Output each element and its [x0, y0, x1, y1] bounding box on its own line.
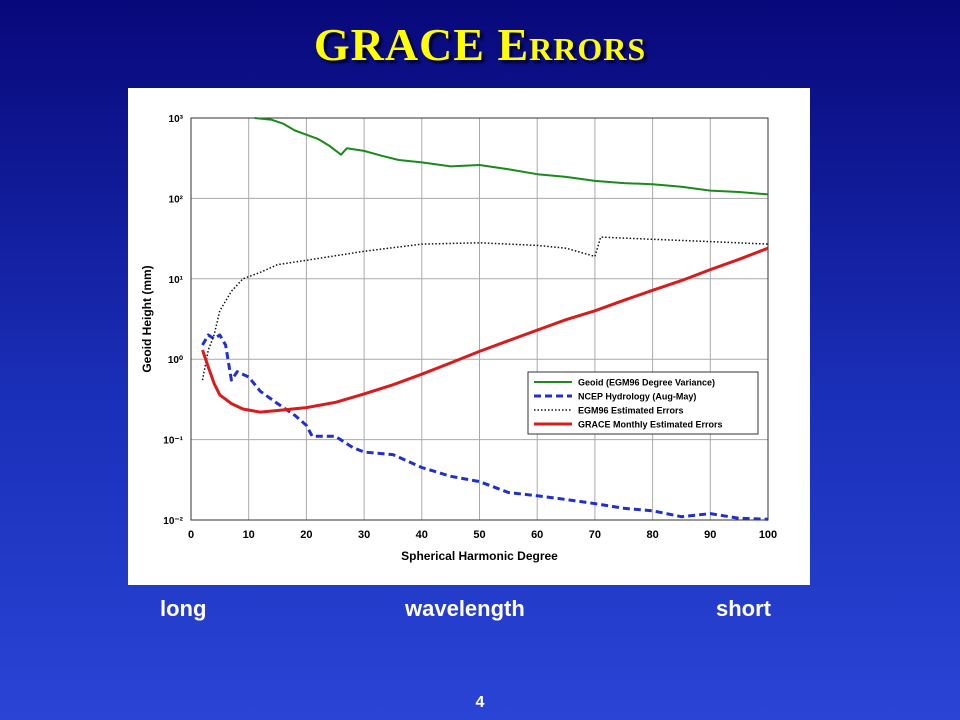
series-line — [201, 246, 769, 414]
x-tick-label: 10 — [243, 529, 255, 541]
y-axis-label: Geoid Height (mm) — [140, 265, 154, 372]
series-line — [254, 117, 769, 196]
y-tick-label: 10⁻² — [163, 516, 183, 527]
x-tick-label: 60 — [531, 529, 543, 541]
plot-frame — [190, 117, 769, 521]
x-tick-label: 50 — [473, 529, 485, 541]
x-tick-label: 20 — [300, 529, 312, 541]
x-tick-label: 100 — [759, 529, 777, 541]
x-tick-label: 0 — [188, 529, 194, 541]
legend-label: NCEP Hydrology (Aug-May) — [578, 392, 696, 402]
annotation: long — [160, 596, 207, 621]
x-axis-label: Spherical Harmonic Degree — [401, 549, 558, 563]
y-tick-label: 10² — [169, 194, 184, 205]
x-tick-label: 90 — [704, 529, 716, 541]
y-tick-label: 10¹ — [169, 275, 184, 286]
x-tick-label: 80 — [646, 529, 658, 541]
x-tick-label: 40 — [416, 529, 428, 541]
y-tick-label: 10⁻¹ — [163, 436, 183, 447]
y-tick-label: 10⁰ — [168, 355, 183, 366]
legend-label: Geoid (EGM96 Degree Variance) — [578, 378, 715, 388]
slide-title: GRACE Errors — [313, 19, 647, 70]
legend-label: EGM96 Estimated Errors — [578, 406, 684, 416]
legend-label: GRACE Monthly Estimated Errors — [578, 420, 723, 430]
x-tick-label: 70 — [589, 529, 601, 541]
series-line — [201, 333, 769, 521]
x-tick-label: 30 — [358, 529, 370, 541]
y-tick-label: 10³ — [169, 114, 184, 125]
slide-number: 4 — [475, 694, 485, 711]
chart-panel — [128, 88, 810, 585]
annotation: short — [716, 596, 771, 621]
annotation: wavelength — [405, 596, 525, 621]
